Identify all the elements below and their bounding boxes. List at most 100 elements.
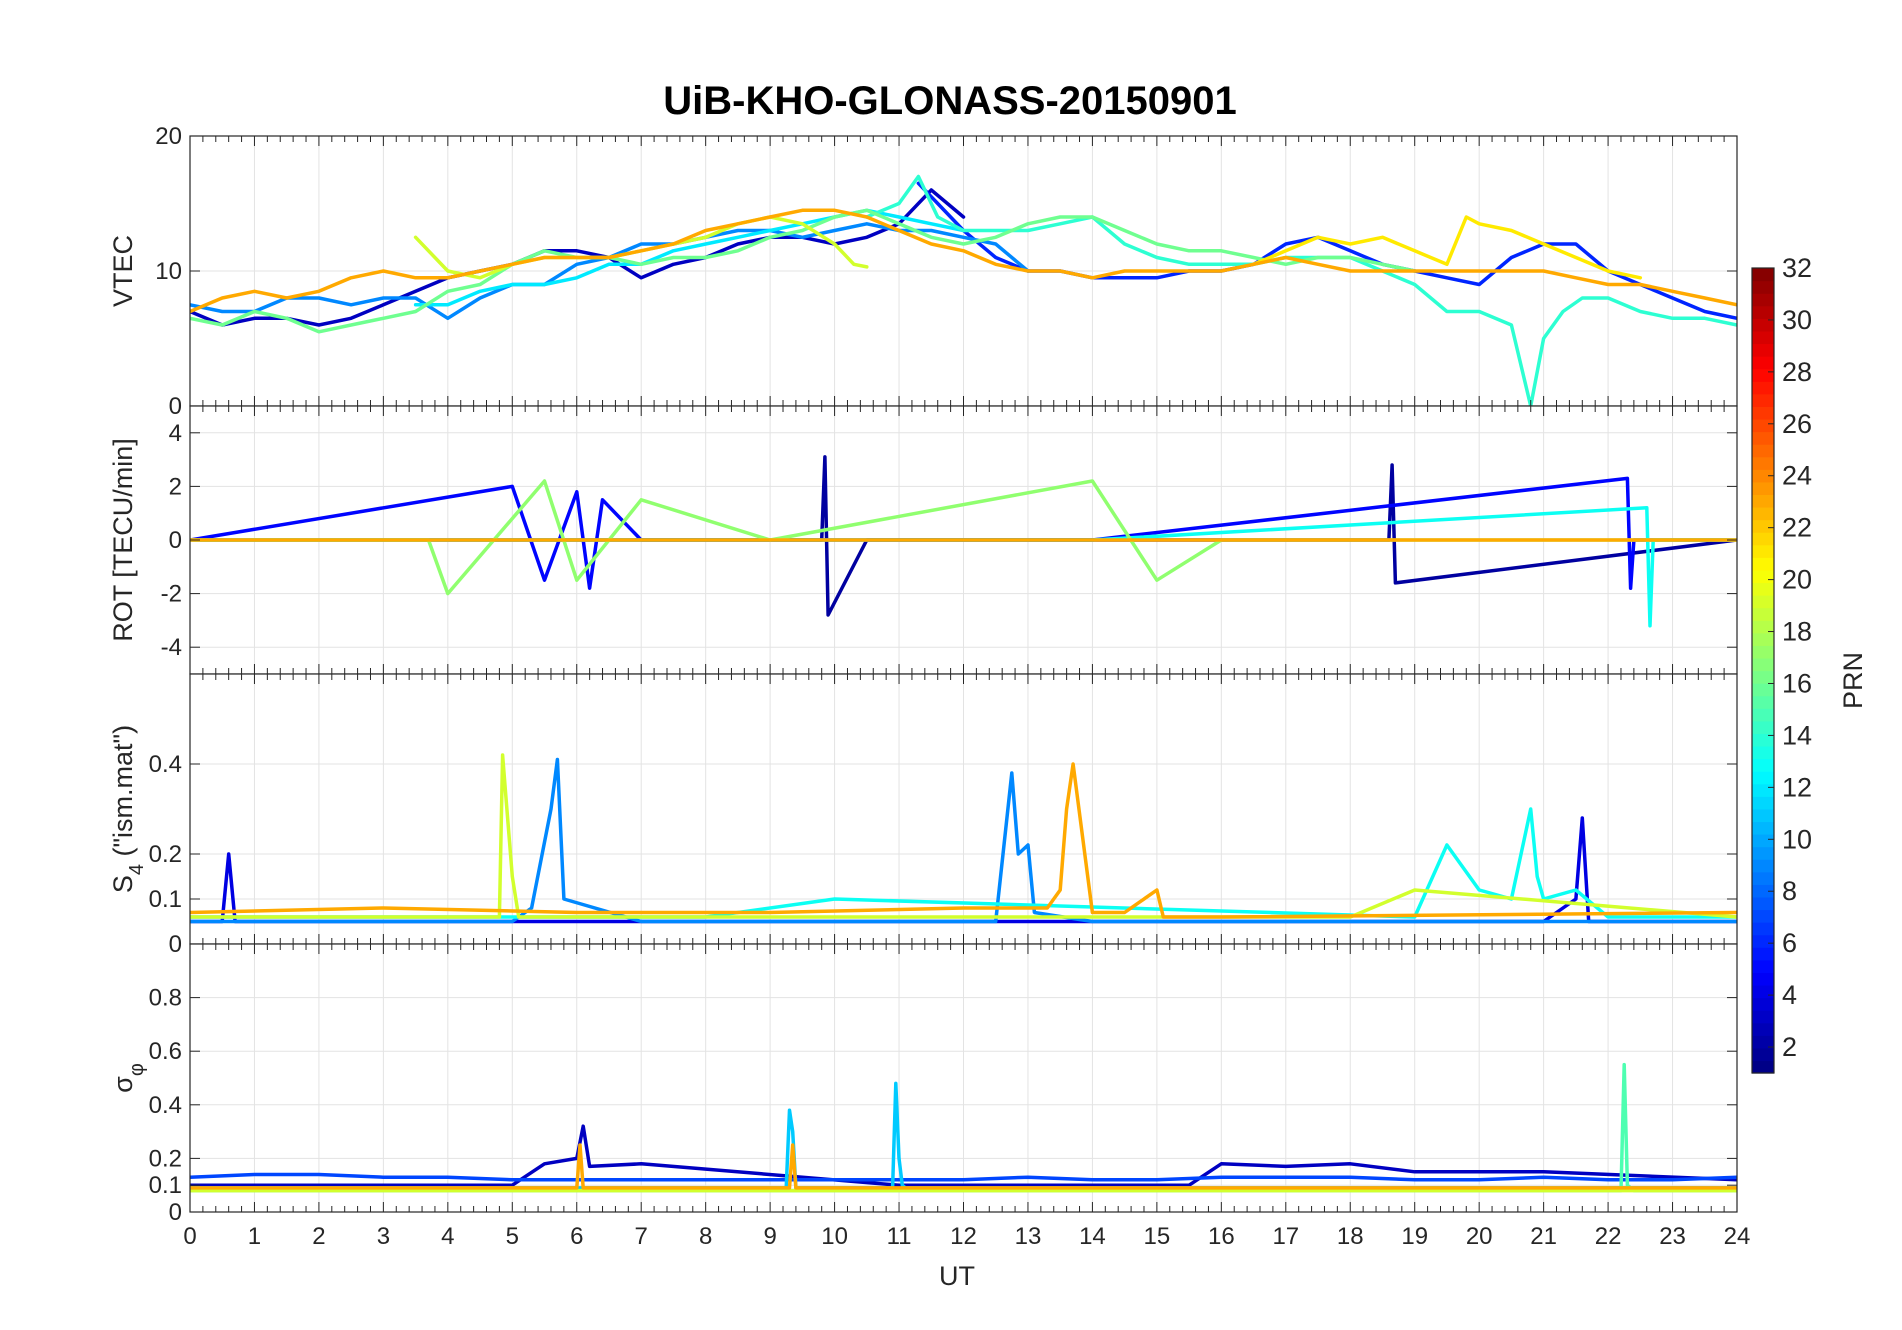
colorbar-tick-label: 14: [1782, 720, 1812, 750]
x-tick-label: 7: [635, 1223, 648, 1250]
series-line-prn-23: [190, 1143, 1737, 1190]
panel-s4-ylabel: S4 ("ism.mat"): [108, 725, 148, 893]
x-axis: 0 1 2 3 4 5 6 7 8 9 10 11 12 13 14 15 16 17 18 19 20 21 22 23 24: [183, 1223, 1750, 1250]
colorbar-segment: [1752, 657, 1774, 672]
y-tick-label: 0.8: [149, 985, 182, 1012]
y-tick-label: 0: [169, 393, 182, 420]
x-tick-label: 12: [950, 1223, 977, 1250]
colorbar-segment: [1752, 607, 1774, 621]
colorbar-segment: [1752, 393, 1774, 407]
colorbar-tick-label: 18: [1782, 617, 1812, 647]
y-tick-label: 0.4: [149, 751, 182, 778]
x-tick-label: 22: [1595, 1223, 1622, 1250]
x-tick-label: 16: [1208, 1223, 1235, 1250]
x-tick-label: 3: [377, 1223, 390, 1250]
y-tick-label: 0.6: [149, 1038, 182, 1065]
y-tick-label: 0.4: [149, 1092, 182, 1119]
x-tick-label: 18: [1337, 1223, 1364, 1250]
colorbar-segment: [1752, 708, 1774, 722]
colorbar-segment: [1752, 280, 1774, 294]
colorbar-segment: [1752, 934, 1774, 948]
colorbar-segment: [1752, 909, 1774, 923]
colorbar-segment: [1752, 330, 1774, 345]
colorbar-segment: [1752, 645, 1774, 659]
panel-rot-y-axis: -4 -2 0 2 4: [161, 420, 1737, 661]
y-tick-label: 0: [169, 931, 182, 958]
series-line-prn-16: [190, 208, 1417, 334]
colorbar-segment: [1752, 796, 1774, 810]
y-tick-label: 4: [169, 420, 182, 447]
y-tick-label: 0.2: [149, 1145, 182, 1172]
x-tick-label: 2: [312, 1223, 325, 1250]
y-tick-label: 0.1: [149, 886, 182, 913]
colorbar-segment: [1752, 808, 1774, 823]
panel-sigma_phi-ylabel: σφ: [108, 1063, 148, 1093]
colorbar-segment: [1752, 519, 1774, 533]
panel-s4-grid: [189, 674, 1738, 945]
colorbar-segment: [1752, 544, 1774, 558]
colorbar-segment: [1752, 896, 1774, 911]
series-line-prn-23: [190, 208, 1737, 314]
colorbar-segment: [1752, 745, 1774, 760]
series-line-prn-4: [190, 816, 1737, 924]
colorbar-segment: [1752, 343, 1774, 357]
colorbar-segment: [1752, 884, 1774, 898]
x-tick-label: 10: [821, 1223, 848, 1250]
colorbar-segment: [1752, 733, 1774, 747]
panel-sigma_phi: 00.10.2 0.4 0.6 0.8 σφ: [108, 943, 1738, 1226]
panel-sigma_phi-series: [190, 1062, 1737, 1193]
colorbar-segment: [1752, 318, 1774, 332]
x-tick-label: 17: [1272, 1223, 1299, 1250]
colorbar-segment: [1752, 683, 1774, 697]
x-tick-label: 24: [1724, 1223, 1751, 1250]
x-tick-label: 21: [1530, 1223, 1557, 1250]
colorbar-tick-label: 12: [1782, 772, 1812, 802]
colorbar-tick-label: 26: [1782, 409, 1812, 439]
colorbar-segment: [1752, 469, 1774, 483]
colorbar-segment: [1752, 557, 1774, 571]
y-tick-label: 20: [155, 123, 182, 150]
x-tick-label: 6: [570, 1223, 583, 1250]
y-tick-label: 10: [155, 258, 182, 285]
colorbar-tick-label: 30: [1782, 305, 1812, 335]
colorbar-segment: [1752, 632, 1774, 646]
colorbar-segment: [1752, 620, 1774, 634]
colorbar-tick-label: 6: [1782, 928, 1797, 958]
colorbar-segment: [1752, 758, 1774, 772]
colorbar-segment: [1752, 846, 1774, 860]
colorbar-segment: [1752, 1010, 1774, 1024]
y-tick-label: 2: [169, 473, 182, 500]
colorbar-segment: [1752, 1035, 1774, 1049]
panel-vtec-y-axis: 0 10 20: [155, 123, 1737, 420]
colorbar-segment: [1752, 834, 1774, 848]
colorbar-segment: [1752, 670, 1774, 684]
colorbar-frame: [1751, 267, 1775, 1074]
x-tick-label: 20: [1466, 1223, 1493, 1250]
panel-s4-minor-ticks: [189, 674, 1738, 944]
colorbar-segment: [1752, 1047, 1774, 1062]
chart-title: UiB-KHO-GLONASS-20150901: [663, 79, 1237, 123]
colorbar-segment: [1752, 444, 1774, 458]
y-tick-label: -2: [161, 581, 182, 608]
colorbar-segment: [1752, 356, 1774, 370]
colorbar-segment: [1752, 720, 1774, 734]
colorbar-tick-label: 2: [1782, 1032, 1797, 1062]
colorbar-tick-label: 28: [1782, 357, 1812, 387]
colorbar-segment: [1752, 783, 1774, 797]
colorbar-tick-label: 10: [1782, 824, 1812, 854]
colorbar-segment: [1752, 595, 1774, 609]
panel-vtec: 0 10 20 VTEC: [108, 123, 1738, 420]
y-tick-label: -4: [161, 634, 182, 661]
colorbar-segment: [1752, 922, 1774, 936]
colorbar-segment: [1752, 305, 1774, 319]
colorbar-segment: [1752, 771, 1774, 785]
y-tick-label: 0: [169, 1199, 182, 1226]
x-tick-label: 19: [1401, 1223, 1428, 1250]
colorbar-segment: [1752, 293, 1774, 307]
x-tick-label: 0: [183, 1223, 196, 1250]
panel-vtec-minor-ticks: [189, 136, 1738, 406]
panel-rot: -4 -2 0 2 4 ROT [TECU/min]: [108, 405, 1738, 675]
y-tick-label: 0.1: [149, 1172, 182, 1199]
